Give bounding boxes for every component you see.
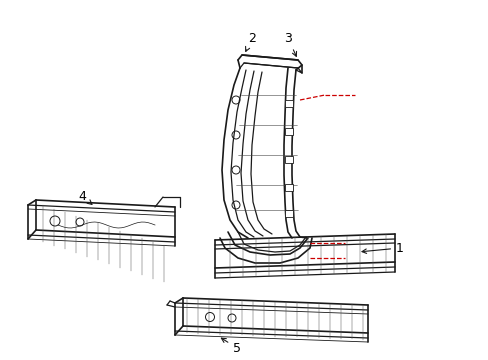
Text: 3: 3 [284, 32, 296, 56]
Bar [285, 156, 292, 163]
Bar [285, 184, 292, 191]
Text: 1: 1 [361, 242, 403, 255]
Text: 5: 5 [221, 338, 241, 355]
Bar [285, 210, 292, 217]
Bar [285, 100, 292, 107]
Text: 4: 4 [78, 189, 92, 204]
Text: 2: 2 [245, 32, 255, 51]
Bar [285, 128, 292, 135]
